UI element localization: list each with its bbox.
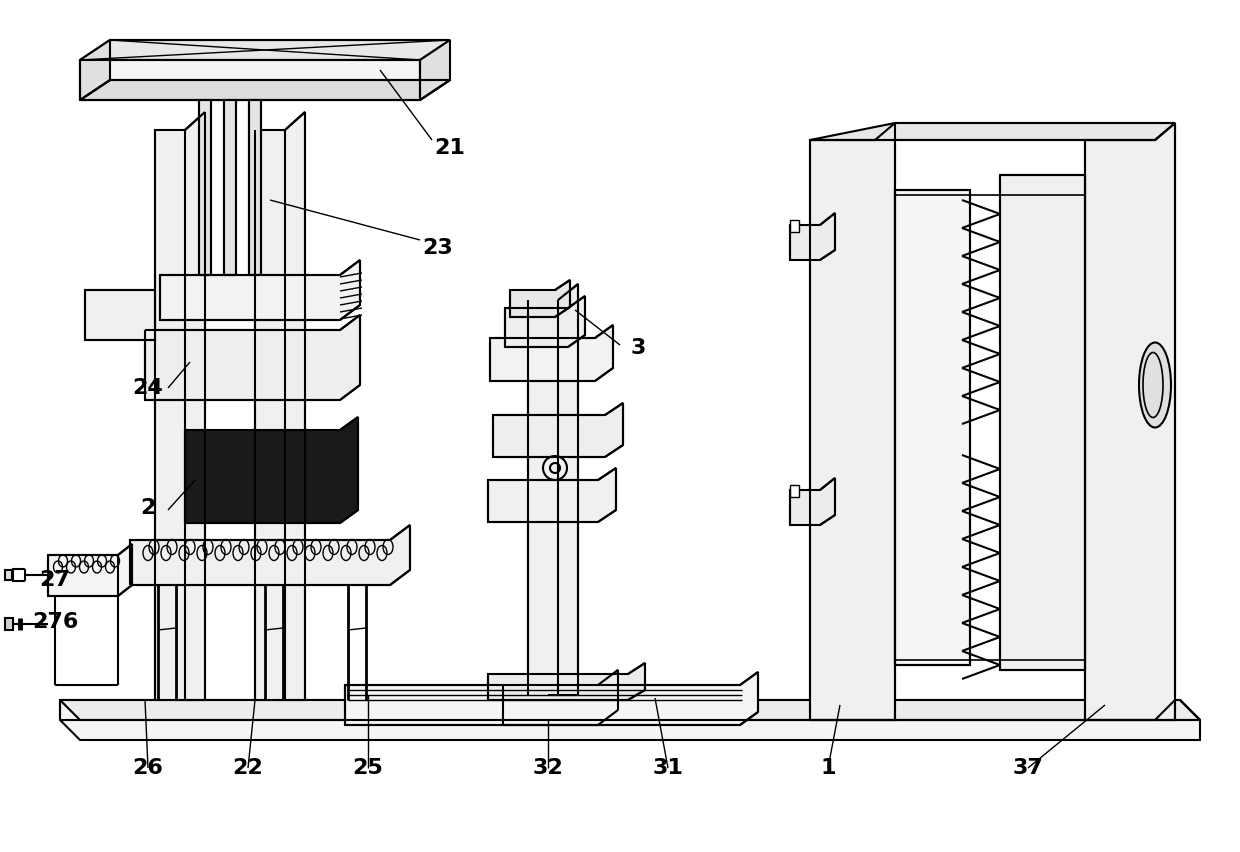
Polygon shape <box>420 40 450 100</box>
Polygon shape <box>255 112 305 700</box>
Text: 32: 32 <box>533 758 563 778</box>
Text: 21: 21 <box>434 138 465 158</box>
Polygon shape <box>81 40 110 100</box>
Polygon shape <box>1085 123 1176 720</box>
Text: 2: 2 <box>140 498 156 518</box>
Polygon shape <box>528 284 578 695</box>
Bar <box>790 220 799 232</box>
Text: 25: 25 <box>352 758 383 778</box>
Polygon shape <box>810 123 1176 140</box>
Polygon shape <box>145 315 360 400</box>
Ellipse shape <box>1140 343 1171 428</box>
Polygon shape <box>48 544 131 596</box>
Polygon shape <box>86 290 155 340</box>
Text: 37: 37 <box>1013 758 1043 778</box>
Text: 22: 22 <box>233 758 263 778</box>
Polygon shape <box>489 468 616 522</box>
Polygon shape <box>790 213 835 260</box>
Polygon shape <box>510 280 570 317</box>
Text: 3: 3 <box>630 338 646 358</box>
Text: 23: 23 <box>423 238 454 258</box>
Polygon shape <box>60 700 1200 720</box>
Text: 276: 276 <box>32 612 78 632</box>
Text: 1: 1 <box>820 758 836 778</box>
Polygon shape <box>185 417 358 523</box>
Polygon shape <box>494 403 622 457</box>
Text: 26: 26 <box>133 758 164 778</box>
Polygon shape <box>345 672 758 725</box>
Polygon shape <box>999 175 1085 670</box>
Bar <box>198 100 211 275</box>
Polygon shape <box>489 663 645 700</box>
Polygon shape <box>81 40 450 60</box>
Polygon shape <box>895 190 970 665</box>
Polygon shape <box>81 80 450 100</box>
Polygon shape <box>503 670 618 725</box>
Polygon shape <box>160 260 360 320</box>
Polygon shape <box>155 112 205 700</box>
Polygon shape <box>505 296 585 347</box>
Bar <box>224 100 236 275</box>
Polygon shape <box>60 700 1200 740</box>
Bar <box>790 485 799 497</box>
Text: 24: 24 <box>133 378 164 398</box>
Bar <box>5 618 12 630</box>
Polygon shape <box>490 325 613 381</box>
Bar <box>249 100 260 275</box>
Polygon shape <box>81 60 420 100</box>
Text: 31: 31 <box>652 758 683 778</box>
Polygon shape <box>130 525 410 585</box>
Polygon shape <box>790 478 835 525</box>
Text: 27: 27 <box>40 570 71 590</box>
Polygon shape <box>810 123 895 720</box>
Bar <box>5 570 12 580</box>
